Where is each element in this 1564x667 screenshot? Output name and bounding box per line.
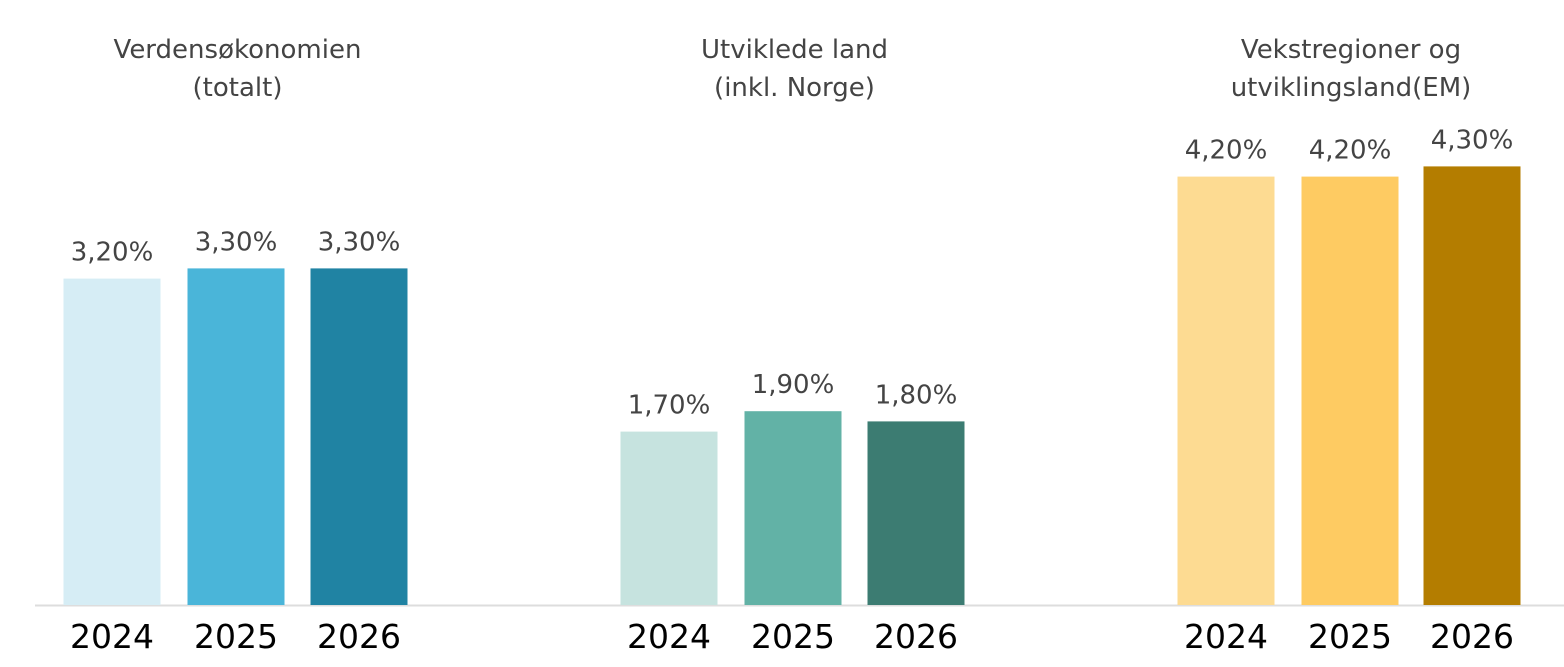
bar — [310, 268, 408, 605]
chart-title: utviklingsland(EM) — [1231, 73, 1472, 103]
chart-title: (totalt) — [193, 73, 283, 103]
chart-title: Vekstregioner og — [1241, 35, 1461, 65]
x-tick-label: 2026 — [874, 617, 958, 656]
bar — [620, 431, 718, 605]
data-label: 1,70% — [628, 391, 711, 421]
x-tick-label: 2024 — [1184, 617, 1268, 656]
chart-title: Verdensøkonomien — [114, 35, 362, 65]
bar — [187, 268, 285, 605]
x-tick-label: 2025 — [751, 617, 835, 656]
x-tick-label: 2026 — [317, 617, 401, 656]
bar — [1423, 166, 1521, 605]
data-label: 3,30% — [195, 227, 278, 257]
data-label: 1,90% — [752, 370, 835, 400]
data-label: 1,80% — [875, 380, 958, 410]
chart-title: Utviklede land — [701, 35, 888, 65]
chart-title: (inkl. Norge) — [714, 73, 875, 103]
data-label: 4,20% — [1309, 136, 1392, 166]
data-label: 3,30% — [318, 227, 401, 257]
bar — [744, 411, 842, 605]
x-tick-label: 2025 — [1308, 617, 1392, 656]
bar — [867, 421, 965, 605]
bar — [1301, 176, 1399, 605]
data-label: 3,20% — [71, 238, 154, 268]
x-tick-label: 2026 — [1430, 617, 1514, 656]
x-tick-label: 2024 — [627, 617, 711, 656]
x-tick-label: 2024 — [70, 617, 154, 656]
bar — [63, 278, 161, 605]
bar — [1177, 176, 1275, 605]
data-label: 4,20% — [1185, 136, 1268, 166]
data-label: 4,30% — [1431, 125, 1514, 155]
x-tick-label: 2025 — [194, 617, 278, 656]
